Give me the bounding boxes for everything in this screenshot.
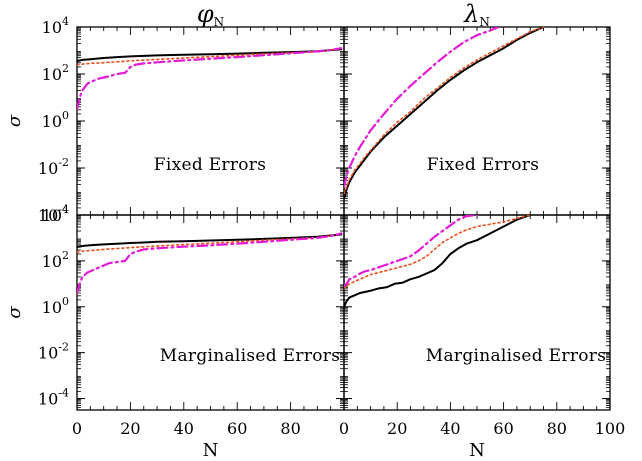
y-tick-label: 100 (42, 295, 69, 317)
y-axis-title: σ (4, 306, 25, 319)
panels: 104 102 100 10-2 10-4 φN σ Fixed Errors λN Fixed … (4, 0, 625, 461)
series-line-dashdot (344, 27, 500, 188)
x-tick-label: 40 (440, 419, 460, 438)
y-tick-label: 10-4 (38, 203, 69, 225)
x-tick-label: 40 (174, 419, 194, 438)
y-tick-label: 104 (42, 15, 69, 37)
series-group (77, 232, 343, 295)
x-axis-title: N (469, 440, 485, 461)
x-tick-label: 0 (72, 419, 82, 438)
y-axis-title: σ (4, 114, 25, 127)
y-tick-label: 10-4 (38, 387, 69, 409)
series-line-dotted (77, 233, 343, 253)
panel-title: λN (463, 0, 490, 29)
y-tick-label: 102 (42, 62, 69, 84)
series-line-solid (344, 215, 532, 308)
x-tick-label: 80 (280, 419, 300, 438)
x-tick-label: 100 (595, 419, 626, 438)
x-tick-label: 60 (493, 419, 513, 438)
series-line-dotted (77, 47, 343, 66)
y-tick-label: 104 (42, 203, 69, 225)
x-tick-label: 0 (339, 419, 349, 438)
chart-panel-2: λN Fixed Errors (343, 0, 611, 216)
y-tick-label: 10-2 (38, 156, 69, 178)
x-tick-label: 60 (227, 419, 247, 438)
y-tick-label: 100 (42, 109, 69, 131)
x-tick-label: 20 (120, 419, 140, 438)
y-tick-label: 102 (42, 249, 69, 271)
series-line-solid (77, 233, 343, 249)
series-line-dashdot (77, 47, 343, 111)
panel-title: φN (197, 0, 224, 29)
x-tick-label: 80 (547, 419, 567, 438)
y-tick-label: 10-2 (38, 341, 69, 363)
panel-annotation: Marginalised Errors (160, 346, 340, 366)
panel-annotation: Fixed Errors (154, 155, 267, 175)
plot-frame (343, 26, 611, 216)
series-line-dotted (344, 215, 532, 290)
series-group (77, 47, 343, 111)
chart-panel-4: 0 20 40 60 80 100 N Marginalised Errors (339, 214, 626, 461)
plot-frame (343, 214, 611, 411)
series-line-dotted (344, 27, 545, 195)
series-group (344, 215, 532, 308)
series-group (344, 27, 545, 200)
panel-annotation: Marginalised Errors (426, 346, 606, 366)
series-line-solid (344, 27, 545, 200)
chart-panel-1: 104 102 100 10-2 10-4 φN σ Fixed Errors (4, 0, 345, 225)
x-tick-label: 20 (387, 419, 407, 438)
series-line-dashdot (344, 215, 479, 288)
series-line-dashdot (77, 232, 343, 295)
panel-annotation: Fixed Errors (427, 155, 540, 175)
x-axis-title: N (203, 440, 219, 461)
